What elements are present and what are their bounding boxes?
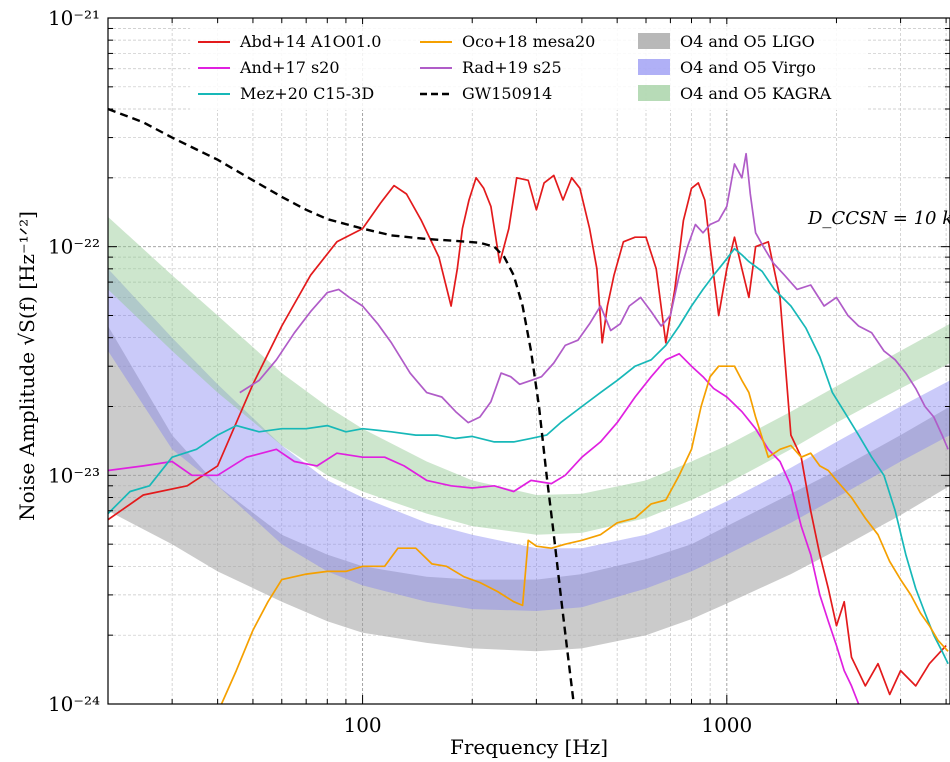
x-tick-label: 100 (343, 713, 381, 737)
band-o4-and-o5-virgo (108, 268, 950, 611)
legend: Abd+14 A1O01.0 And+17 s20 Mez+20 C15-3D Oco… (190, 24, 866, 110)
series-mez-20-c15-3d (108, 247, 949, 665)
x-tick-label: 1000 (701, 713, 752, 737)
legend-entry-o4-and-o5-ligo: O4 and O5 LIGO (638, 32, 815, 51)
legend-label: GW150914 (462, 84, 552, 103)
legend-label: Rad+19 s25 (462, 58, 562, 77)
series-rad-19-s25 (239, 152, 949, 450)
legend-entry-rad-19-s25: Rad+19 s25 (420, 58, 562, 77)
legend-entry-o4-and-o5-kagra: O4 and O5 KAGRA (638, 84, 832, 103)
legend-label: Oco+18 mesa20 (462, 32, 595, 51)
legend-label: O4 and O5 Virgo (680, 58, 816, 77)
x-axis-label: Frequency [Hz] (450, 735, 608, 759)
legend-entry-gw150914: GW150914 (420, 84, 552, 103)
axis-ticks: 100 1000 10⁻²⁴ 10⁻²³ 10⁻²² 10⁻²¹ (48, 6, 950, 737)
legend-entry-abd-14-a1o01-0: Abd+14 A1O01.0 (198, 32, 381, 51)
legend-entry-o4-and-o5-virgo: O4 and O5 Virgo (638, 58, 816, 77)
y-tick-label: 10⁻²² (48, 235, 100, 259)
legend-label: O4 and O5 KAGRA (680, 84, 832, 103)
legend-swatch (638, 33, 670, 49)
legend-label: And+17 s20 (239, 58, 340, 77)
legend-swatch (638, 59, 670, 75)
legend-background (190, 24, 866, 110)
series-gw150914 (108, 107, 575, 704)
legend-entry-and-17-s20: And+17 s20 (198, 58, 340, 77)
band-o4-and-o5-kagra (108, 216, 950, 535)
legend-entry-mez-20-c15-3d: Mez+20 C15-3D (198, 84, 374, 103)
legend-label: Abd+14 A1O01.0 (239, 32, 381, 51)
series-abd-14-a1o01-0 (108, 174, 947, 696)
sensitivity-bands (108, 216, 950, 652)
legend-label: Mez+20 C15-3D (240, 84, 374, 103)
legend-label: O4 and O5 LIGO (680, 32, 815, 51)
legend-entry-oco-18-mesa20: Oco+18 mesa20 (420, 32, 595, 51)
y-axis-label: Noise Amplitude √S(f) [Hz⁻¹ᐟ²] (15, 211, 39, 521)
y-tick-label: 10⁻²³ (48, 463, 100, 487)
band-o4-and-o5-ligo (108, 326, 950, 652)
y-tick-label: 10⁻²⁴ (48, 692, 100, 716)
plot-frame (107, 17, 950, 705)
distance-annotation: D_CCSN = 10 kpc (807, 208, 950, 229)
legend-swatch (638, 85, 670, 101)
series-and-17-s20 (108, 352, 860, 704)
y-tick-label: 10⁻²¹ (48, 6, 100, 30)
series-oco-18-mesa20 (220, 365, 949, 704)
signal-lines (108, 107, 949, 704)
